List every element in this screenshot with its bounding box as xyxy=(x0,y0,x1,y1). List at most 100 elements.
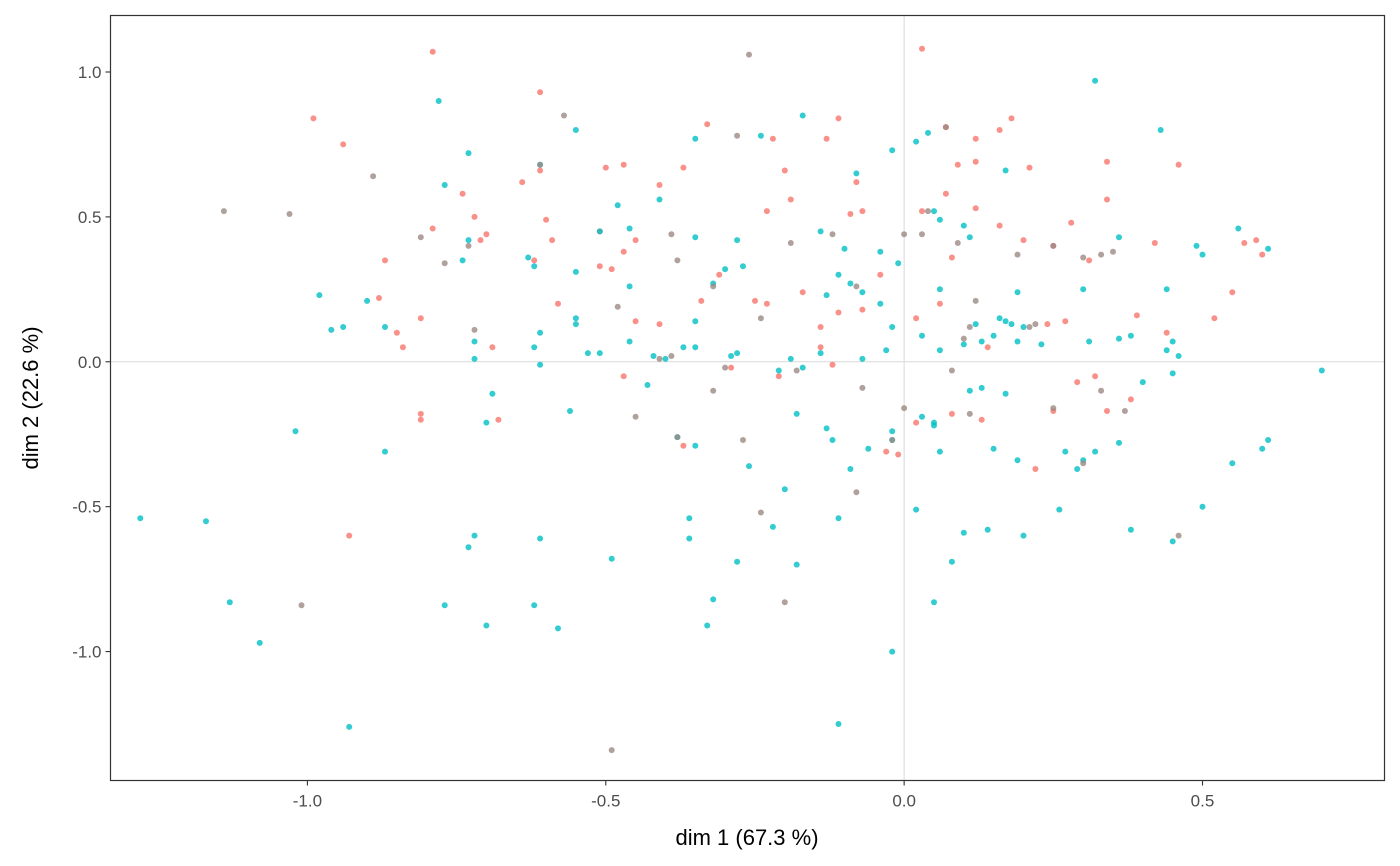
data-point xyxy=(763,300,770,307)
data-point xyxy=(1211,315,1218,322)
data-point xyxy=(537,361,544,368)
data-point xyxy=(680,164,687,171)
data-point xyxy=(495,416,502,423)
data-point xyxy=(286,211,293,217)
data-point xyxy=(817,344,824,351)
data-point xyxy=(656,182,663,188)
data-point xyxy=(841,245,848,252)
data-point xyxy=(740,437,746,443)
data-point xyxy=(734,350,741,357)
data-point xyxy=(775,367,782,374)
data-point xyxy=(793,561,800,568)
data-point xyxy=(960,341,967,348)
data-point xyxy=(960,335,967,342)
data-point xyxy=(936,300,943,307)
data-point xyxy=(853,489,860,496)
y-axis: -1.0 -0.5 0.0 0.5 1.0 xyxy=(72,63,111,662)
data-point xyxy=(847,211,854,217)
data-point xyxy=(1080,286,1087,293)
data-point xyxy=(686,515,693,522)
data-point xyxy=(978,338,985,345)
data-point xyxy=(1139,379,1146,386)
data-point xyxy=(757,315,764,322)
data-point xyxy=(746,51,752,58)
data-point xyxy=(465,150,472,157)
data-point xyxy=(1169,370,1176,377)
data-point xyxy=(990,445,997,452)
data-point xyxy=(1116,439,1122,446)
data-point xyxy=(465,544,472,551)
data-point xyxy=(734,132,741,139)
data-point xyxy=(734,237,741,244)
data-point xyxy=(936,286,943,293)
data-point xyxy=(972,297,979,304)
data-point xyxy=(555,300,561,307)
data-point xyxy=(1026,324,1033,330)
x-tick-label: -1.0 xyxy=(293,792,322,811)
data-point xyxy=(817,228,824,235)
data-point xyxy=(596,263,603,270)
data-point xyxy=(960,529,967,536)
data-point xyxy=(226,599,233,606)
data-point xyxy=(859,289,866,296)
data-point xyxy=(835,515,842,522)
data-point xyxy=(692,344,699,351)
data-point xyxy=(746,463,752,470)
data-point xyxy=(626,338,633,345)
data-point xyxy=(572,321,579,328)
data-point xyxy=(710,283,717,290)
data-point xyxy=(1008,321,1015,328)
data-point xyxy=(632,318,639,325)
data-point xyxy=(722,364,729,371)
data-point xyxy=(376,295,382,301)
data-point xyxy=(620,248,627,255)
data-point xyxy=(441,260,448,267)
data-point xyxy=(417,416,424,423)
data-point xyxy=(602,164,609,171)
data-point xyxy=(936,347,943,354)
data-point xyxy=(966,324,973,330)
data-point xyxy=(364,297,371,304)
data-point xyxy=(757,509,764,516)
data-point xyxy=(1116,335,1122,342)
data-point xyxy=(537,167,544,174)
data-point xyxy=(656,321,663,328)
data-point xyxy=(883,347,890,354)
data-point xyxy=(382,257,388,264)
data-point xyxy=(1229,460,1236,467)
data-point xyxy=(471,213,478,220)
data-point xyxy=(614,303,621,310)
data-point xyxy=(853,283,860,290)
data-point xyxy=(942,190,949,197)
data-point xyxy=(561,112,567,119)
data-point xyxy=(913,419,920,426)
data-point xyxy=(936,216,943,223)
data-point xyxy=(555,625,561,632)
data-point xyxy=(829,361,836,368)
data-point xyxy=(1062,448,1069,455)
data-point xyxy=(1044,321,1051,328)
data-point xyxy=(292,428,299,435)
data-point xyxy=(793,367,800,374)
data-point xyxy=(775,373,782,380)
data-point xyxy=(1026,164,1033,171)
data-point xyxy=(1253,237,1260,244)
data-point xyxy=(787,196,794,203)
data-point xyxy=(572,268,579,275)
data-point xyxy=(889,147,896,154)
data-point xyxy=(1002,318,1009,325)
data-point xyxy=(471,355,478,362)
data-point xyxy=(429,225,436,232)
data-point xyxy=(537,329,544,336)
data-point xyxy=(1104,196,1110,203)
data-point xyxy=(847,280,854,287)
data-point xyxy=(316,292,323,299)
data-point xyxy=(459,257,466,264)
data-point xyxy=(728,353,735,359)
data-point xyxy=(1068,219,1075,226)
data-point xyxy=(966,234,973,241)
data-point xyxy=(656,196,663,203)
data-point xyxy=(710,596,717,603)
data-point xyxy=(948,254,955,261)
